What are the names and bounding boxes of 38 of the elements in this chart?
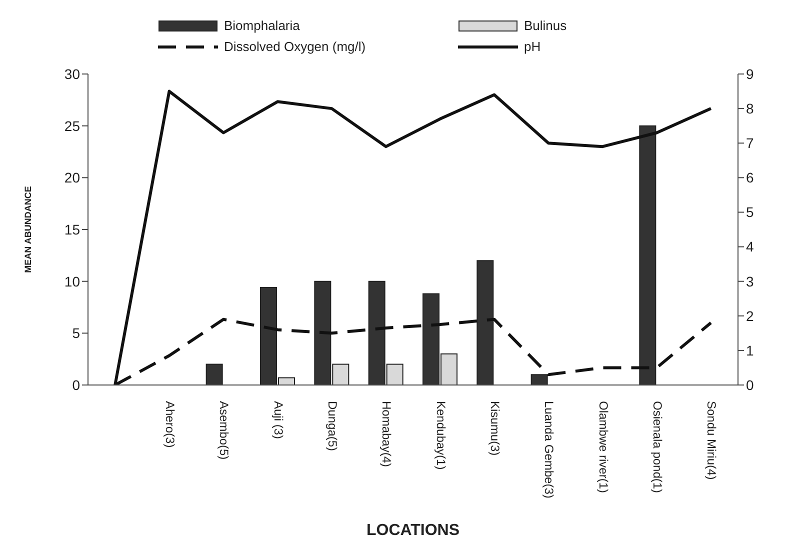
y2-tick-label: 8 xyxy=(746,100,754,117)
y-tick-label: 15 xyxy=(64,221,80,238)
x-tick-label: Luanda Gembe(3) xyxy=(542,401,556,498)
x-tick-label: Auji (3) xyxy=(271,401,286,440)
bar xyxy=(206,364,223,385)
x-tick-label: Olambwe river(1) xyxy=(596,401,610,494)
y-tick-label: 20 xyxy=(64,170,80,186)
y2-tick-label: 9 xyxy=(746,66,754,82)
x-tick-label: Kendubay(1) xyxy=(434,401,448,470)
y-tick-label: 30 xyxy=(64,66,80,82)
y2-tick-label: 3 xyxy=(746,273,754,290)
x-tick-label: Ahero(3) xyxy=(163,401,178,448)
legend-label: Dissolved Oxygen (mg/l) xyxy=(224,39,366,54)
y2-tick-label: 2 xyxy=(746,308,754,324)
bar xyxy=(476,260,494,385)
y2-tick-label: 6 xyxy=(746,170,754,186)
y2-tick-label: 1 xyxy=(746,342,754,358)
y2-tick-label: 0 xyxy=(746,376,754,393)
x-tick-label: Kisumu(3) xyxy=(488,401,502,456)
bar xyxy=(639,125,656,385)
x-tick-label: Osienala pond(1) xyxy=(650,401,665,494)
y-axis-title: MEAN ABUNDANCE xyxy=(23,186,34,273)
y2-tick-label: 7 xyxy=(746,135,754,152)
legend-label: Biomphalaria xyxy=(224,18,300,33)
y2-tick-label: 4 xyxy=(746,238,754,255)
x-tick-label: Sondu Miriu(4) xyxy=(704,401,719,480)
x-tick-label: Asembo(5) xyxy=(217,401,232,460)
legend-label: Bulinus xyxy=(524,18,567,33)
x-axis-title: LOCATIONS xyxy=(366,522,460,539)
bar xyxy=(530,374,548,385)
legend-label: pH xyxy=(524,39,541,54)
y-tick-label: 5 xyxy=(72,325,80,342)
y-tick-label: 0 xyxy=(72,376,80,393)
y2-tick-label: 5 xyxy=(746,204,754,220)
x-tick-label: Homabay(4) xyxy=(380,401,394,468)
y-tick-label: 10 xyxy=(64,273,80,290)
y-tick-label: 25 xyxy=(64,118,80,134)
x-tick-label: Dunga(5) xyxy=(326,401,340,452)
